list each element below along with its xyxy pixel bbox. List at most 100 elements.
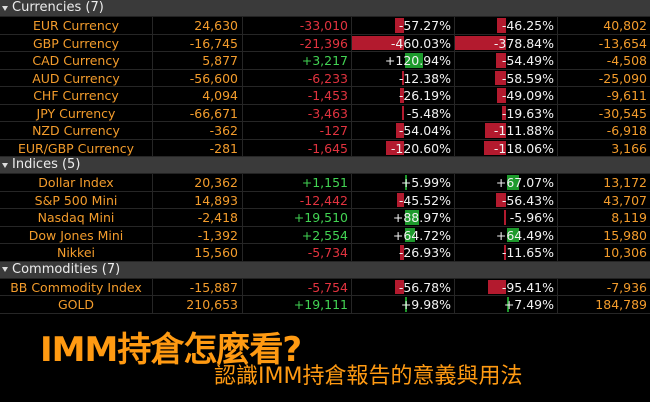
- negative-bar: [496, 88, 506, 103]
- table-row[interactable]: CHF Currency 4,094 -1,453 -26.19% -49.09% -9,…: [0, 87, 650, 105]
- pct2: +7.49%: [503, 297, 554, 312]
- pct2-cell: -46.25%: [455, 17, 558, 34]
- negative-bar: [395, 123, 404, 138]
- instrument-name: NZD Currency: [0, 122, 153, 139]
- pct1: -5.48%: [406, 105, 451, 121]
- net-position: 20,362: [153, 174, 243, 191]
- section-header[interactable]: Currencies (7): [0, 0, 650, 17]
- pct1: +88.97%: [392, 210, 451, 225]
- pct2-cell: +7.49%: [455, 296, 558, 313]
- pct2: -5.96%: [509, 210, 554, 225]
- table-row[interactable]: Dollar Index 20,362 +1,151 +5.99% +67.07% 13,…: [0, 174, 650, 192]
- pct2-cell: -49.09%: [455, 87, 558, 104]
- pct2-cell: -111.88%: [455, 122, 558, 139]
- instrument-name: Nikkei: [0, 244, 153, 261]
- pct2: -56.43%: [501, 192, 554, 208]
- prior-position: 40,802: [603, 18, 647, 33]
- collapse-triangle-icon[interactable]: [2, 267, 8, 272]
- position-change: +19,111: [243, 296, 352, 313]
- instrument-name: EUR/GBP Currency: [0, 139, 153, 156]
- table-row[interactable]: CAD Currency 5,877 +3,217 +120.94% -54.49% -4…: [0, 52, 650, 70]
- table-row[interactable]: EUR Currency 24,630 -33,010 -57.27% -46.25% 4…: [0, 17, 650, 35]
- net-position: -15,887: [153, 278, 243, 295]
- pct2-cell: -56.43%: [455, 191, 558, 208]
- net-position: 24,630: [153, 17, 243, 34]
- table-row[interactable]: EUR/GBP Currency -281 -1,645 -120.60% -118.0…: [0, 139, 650, 157]
- position-change: -1,645: [243, 139, 352, 156]
- instrument-name: Nasdaq Mini: [0, 209, 153, 226]
- section-header[interactable]: Commodities (7): [0, 261, 650, 279]
- net-position: -1,392: [153, 226, 243, 243]
- pct1-cell: -460.03%: [352, 34, 455, 51]
- net-position: 15,560: [153, 244, 243, 261]
- collapse-triangle-icon[interactable]: [2, 5, 8, 11]
- pct1-cell: -56.78%: [352, 278, 455, 295]
- position-change: -127: [243, 122, 352, 139]
- pct1-cell: -5.48%: [352, 104, 455, 121]
- pct1: -45.52%: [398, 192, 451, 208]
- positive-bar: [405, 53, 424, 68]
- instrument-name: BB Commodity Index: [0, 278, 153, 295]
- negative-bar: [495, 192, 506, 207]
- table-row[interactable]: GBP Currency -16,745 -21,396 -460.03% -378.8…: [0, 34, 650, 52]
- positive-bar: [405, 210, 419, 225]
- table-row[interactable]: AUD Currency -56,600 -6,233 -12.38% -58.59% -…: [0, 69, 650, 87]
- net-position: 4,094: [153, 87, 243, 104]
- prior-position: 13,172: [603, 175, 647, 190]
- instrument-name: Dollar Index: [0, 174, 153, 191]
- negative-bar: [400, 88, 404, 103]
- pct2: -95.41%: [501, 279, 554, 295]
- instrument-name: GBP Currency: [0, 34, 153, 51]
- net-position: 14,893: [153, 191, 243, 208]
- pct2: +64.49%: [495, 227, 554, 243]
- pct2: -49.09%: [501, 88, 554, 103]
- negative-bar: [484, 140, 506, 155]
- position-change: -3,463: [243, 104, 352, 121]
- prior-position: 10,306: [603, 245, 647, 260]
- position-change: +1,151: [243, 174, 352, 191]
- pct1-cell: -45.52%: [352, 191, 455, 208]
- prior-position: 184,789: [595, 297, 647, 312]
- pct1-cell: -120.60%: [352, 139, 455, 156]
- pct2: -54.49%: [501, 53, 554, 68]
- negative-bar: [395, 18, 404, 33]
- positive-bar: [507, 175, 520, 190]
- pct2-cell: -5.96%: [455, 209, 558, 226]
- pct1-cell: +88.97%: [352, 209, 455, 226]
- table-row[interactable]: Dow Jones Mini -1,392 +2,554 +64.72% +64.49%…: [0, 226, 650, 244]
- negative-bar: [504, 210, 506, 225]
- table-row[interactable]: NZD Currency -362 -127 -54.04% -111.88% -6,91…: [0, 122, 650, 140]
- pct2-cell: -118.06%: [455, 139, 558, 156]
- position-change: +2,554: [243, 226, 352, 243]
- position-change: -6,233: [243, 69, 352, 86]
- negative-bar: [395, 279, 404, 294]
- position-change: -5,734: [243, 244, 352, 261]
- table-row[interactable]: Nikkei 15,560 -5,734 -26.93% -11.65% 10,306: [0, 244, 650, 262]
- table-row[interactable]: Nasdaq Mini -2,418 +19,510 +88.97% -5.96% 8,1…: [0, 209, 650, 227]
- pct2: -378.84%: [493, 35, 554, 51]
- instrument-name: JPY Currency: [0, 104, 153, 121]
- instrument-name: CHF Currency: [0, 87, 153, 104]
- negative-bar: [495, 53, 506, 68]
- position-change: -21,396: [243, 34, 352, 51]
- section-header[interactable]: Indices (5): [0, 157, 650, 174]
- prior-position: -4,508: [606, 53, 647, 68]
- table-row[interactable]: BB Commodity Index -15,887 -5,754 -56.78% -9…: [0, 278, 650, 296]
- pct1: -26.19%: [398, 88, 451, 103]
- table-row[interactable]: GOLD 210,653 +19,111 +9.98% +7.49% 184,789: [0, 296, 650, 314]
- pct1-cell: -26.93%: [352, 244, 455, 261]
- pct1: +9.98%: [400, 297, 451, 312]
- pct1-cell: -12.38%: [352, 69, 455, 86]
- table-row[interactable]: S&P 500 Mini 14,893 -12,442 -45.52% -56.43% 4…: [0, 191, 650, 209]
- negative-bar: [497, 18, 506, 33]
- position-change: -5,754: [243, 278, 352, 295]
- prior-position: -25,090: [598, 70, 647, 86]
- negative-bar: [502, 105, 506, 120]
- collapse-triangle-icon[interactable]: [2, 162, 8, 168]
- pct1: -56.78%: [398, 279, 451, 295]
- prior-position: -7,936: [606, 279, 647, 295]
- overlay-title: IMM持倉怎麼看?: [40, 330, 302, 370]
- negative-bar: [402, 105, 404, 120]
- prior-position: 15,980: [603, 227, 647, 243]
- table-row[interactable]: JPY Currency -66,671 -3,463 -5.48% -19.63% -3…: [0, 104, 650, 122]
